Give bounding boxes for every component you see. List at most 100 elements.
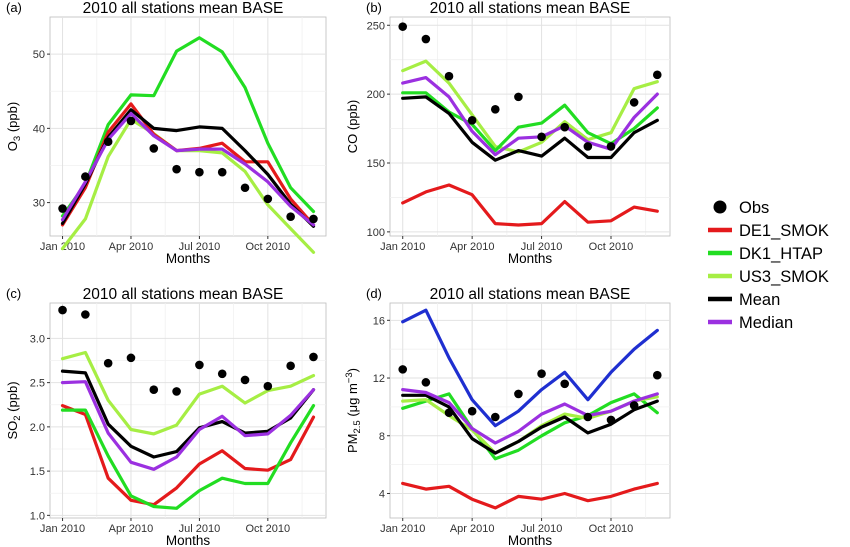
y-tick-label: 100 bbox=[367, 227, 385, 239]
legend-item-mean: Mean bbox=[708, 291, 780, 309]
series-line-mean bbox=[401, 95, 659, 162]
obs-point bbox=[606, 415, 616, 425]
panel-title: 2010 all stations mean BASE bbox=[430, 286, 631, 303]
x-tick-label: Apr 2010 bbox=[109, 241, 154, 253]
y-axis-label: O3 (ppb) bbox=[5, 102, 23, 151]
obs-point bbox=[240, 375, 250, 385]
obs-point bbox=[537, 369, 546, 379]
y-tick-label: 200 bbox=[367, 89, 385, 101]
obs-point bbox=[286, 212, 295, 221]
y-tick-label: 16 bbox=[373, 315, 385, 327]
y-axis-label: CO (ppb) bbox=[345, 100, 360, 153]
legend-item-us3_smok: US3_SMOK bbox=[708, 268, 829, 286]
y-tick-label: 2.0 bbox=[30, 422, 45, 434]
series-line-de1_smok bbox=[60, 404, 316, 507]
panel-b: Jan 2010 Apr 2010 Jul 2010 Oct 2010 100 150 20… bbox=[345, 0, 671, 266]
series-line-extra bbox=[401, 308, 659, 428]
series-line-median bbox=[60, 111, 316, 227]
series-line-de1_smok bbox=[401, 481, 659, 510]
y-axis-label: SO2 (ppb) bbox=[5, 381, 23, 439]
obs-point bbox=[467, 116, 477, 125]
series-line-median bbox=[401, 388, 659, 445]
series-line-dk1_htap bbox=[60, 36, 316, 218]
obs-point bbox=[103, 358, 113, 368]
legend-label: Obs bbox=[739, 199, 769, 217]
obs-point bbox=[217, 167, 227, 177]
obs-point bbox=[421, 378, 431, 387]
legend-item-dk1_htap: DK1_HTAP bbox=[708, 245, 823, 263]
obs-point bbox=[58, 204, 67, 213]
panel-tag: (d) bbox=[366, 286, 382, 301]
panel-tag: (a) bbox=[6, 0, 22, 15]
y-tick-label: 12 bbox=[373, 373, 385, 385]
x-tick-label: Oct 2010 bbox=[246, 241, 291, 253]
obs-point bbox=[263, 381, 273, 391]
x-axis-label: Months bbox=[166, 533, 211, 547]
panel-title: 2010 all stations mean BASE bbox=[430, 0, 631, 17]
x-tick-label: Apr 2010 bbox=[450, 523, 495, 535]
legend-label: US3_SMOK bbox=[739, 268, 829, 286]
y-tick-label: 40 bbox=[33, 123, 45, 135]
plot-area bbox=[49, 16, 327, 237]
x-tick-label: Oct 2010 bbox=[589, 523, 634, 535]
legend-item-obs: Obs bbox=[713, 199, 769, 217]
y-axis-label: PM2.5 (μg m−3) bbox=[344, 368, 363, 453]
x-axis-label: Months bbox=[508, 533, 553, 547]
obs-point bbox=[514, 389, 523, 399]
panel-tag: (b) bbox=[366, 0, 382, 15]
x-axis-label: Months bbox=[166, 251, 211, 266]
panel-c: Jan 2010 Apr 2010 Jul 2010 Oct 2010 1.0 1.5 2.… bbox=[5, 286, 327, 547]
y-tick-label: 2.5 bbox=[30, 378, 45, 390]
obs-point bbox=[421, 34, 431, 44]
legend-item-de1_smok: DE1_SMOK bbox=[708, 222, 829, 240]
obs-point bbox=[467, 406, 477, 416]
x-tick-label: Apr 2010 bbox=[450, 241, 495, 253]
y-tick-label: 1.0 bbox=[30, 510, 45, 522]
obs-point bbox=[583, 412, 593, 422]
obs-point bbox=[81, 310, 90, 319]
obs-point bbox=[58, 305, 67, 315]
series-line-median bbox=[60, 380, 316, 471]
panel-title: 2010 all stations mean BASE bbox=[83, 286, 284, 303]
panel-d: Jan 2010 Apr 2010 Jul 2010 Oct 2010 4 8 12 16 (d… bbox=[344, 286, 671, 547]
obs-point bbox=[398, 22, 408, 31]
obs-point bbox=[398, 365, 408, 374]
series-line-de1_smok bbox=[401, 183, 659, 227]
series-line-dk1_htap bbox=[60, 404, 316, 510]
y-tick-label: 1.5 bbox=[30, 466, 45, 478]
obs-point bbox=[103, 137, 113, 147]
panel-tag: (c) bbox=[6, 286, 21, 301]
obs-point bbox=[195, 360, 204, 370]
x-axis-label: Months bbox=[508, 251, 553, 266]
x-tick-label: Oct 2010 bbox=[246, 523, 291, 535]
x-tick-label: Apr 2010 bbox=[109, 523, 154, 535]
x-tick-label: Oct 2010 bbox=[589, 241, 634, 253]
obs-point bbox=[309, 352, 318, 362]
y-tick-label: 250 bbox=[367, 20, 385, 32]
y-tick-label: 150 bbox=[367, 158, 385, 170]
obs-point bbox=[560, 379, 570, 389]
obs-point bbox=[263, 194, 273, 204]
obs-point bbox=[652, 70, 662, 80]
obs-point bbox=[172, 164, 181, 174]
obs-point bbox=[606, 142, 616, 151]
obs-point bbox=[652, 370, 662, 380]
y-tick-label: 8 bbox=[379, 431, 385, 443]
obs-point bbox=[126, 116, 136, 126]
obs-point bbox=[444, 408, 454, 417]
obs-point bbox=[172, 387, 181, 396]
x-tick-label: Jul 2010 bbox=[521, 523, 563, 535]
legend-key-point bbox=[713, 200, 727, 214]
panel-title: 2010 all stations mean BASE bbox=[83, 0, 284, 17]
obs-point bbox=[560, 122, 570, 132]
y-tick-label: 4 bbox=[379, 488, 385, 500]
series-line-us3_smok bbox=[60, 350, 316, 436]
obs-point bbox=[444, 71, 454, 81]
y-tick-label: 30 bbox=[33, 198, 45, 210]
series-line-dk1_htap bbox=[401, 392, 659, 461]
x-tick-label: Jul 2010 bbox=[521, 241, 563, 253]
obs-point bbox=[240, 183, 250, 193]
obs-point bbox=[514, 92, 523, 102]
obs-point bbox=[217, 369, 227, 379]
series-line-us3_smok bbox=[401, 59, 659, 154]
